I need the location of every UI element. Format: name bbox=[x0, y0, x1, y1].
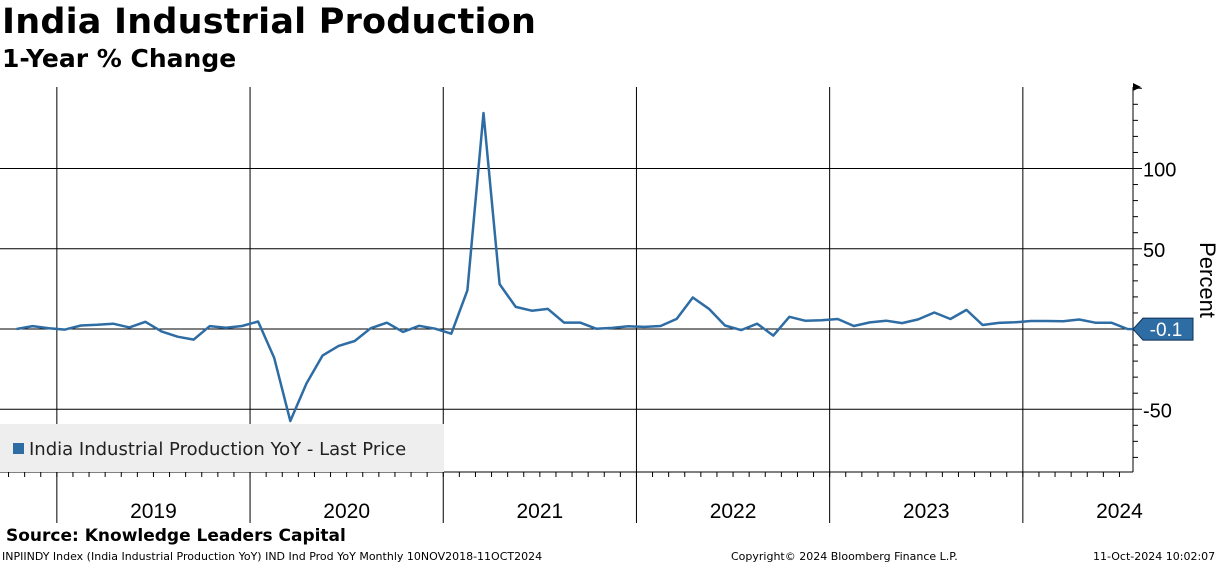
y-axis-label: Percent bbox=[1195, 242, 1220, 318]
series-line bbox=[16, 111, 1144, 423]
y-tick-label: 100 bbox=[1143, 160, 1176, 182]
badge-label: -0.1 bbox=[1150, 320, 1183, 341]
badge-shape bbox=[1132, 317, 1194, 341]
last-value-badge: -0.1 bbox=[1132, 317, 1194, 341]
x-tick-label: 2023 bbox=[903, 500, 950, 523]
x-tick-label: 2021 bbox=[516, 500, 563, 523]
legend-background bbox=[0, 424, 444, 472]
x-tick-label: 2019 bbox=[130, 500, 177, 523]
axis-lines bbox=[0, 83, 1141, 473]
chart-title: India Industrial Production bbox=[2, 2, 537, 42]
x-axis-labels: 2019 2020 2021 2022 2023 2024 bbox=[8, 472, 1143, 523]
ticker-info: INPIINDY Index (India Industrial Product… bbox=[2, 550, 543, 563]
chart-subtitle: 1-Year % Change bbox=[2, 44, 237, 73]
y-tick-label: 50 bbox=[1143, 240, 1165, 262]
legend-label: India Industrial Production YoY - Last P… bbox=[29, 439, 406, 460]
y-axis-arrow bbox=[1133, 83, 1141, 91]
series-points bbox=[16, 112, 1144, 422]
x-tick-label: 2020 bbox=[323, 500, 370, 523]
legend-swatch bbox=[13, 443, 24, 454]
y-axis-ticks: 100 50 -50 bbox=[1133, 87, 1176, 458]
x-tick-label: 2024 bbox=[1096, 500, 1143, 523]
copyright-note: Copyright© 2024 Bloomberg Finance L.P. bbox=[731, 550, 958, 563]
source-note: Source: Knowledge Leaders Capital bbox=[6, 526, 346, 546]
timestamp: 11-Oct-2024 10:02:07 bbox=[1093, 550, 1216, 563]
x-tick-label: 2022 bbox=[710, 500, 757, 523]
legend: India Industrial Production YoY - Last P… bbox=[0, 424, 444, 472]
y-tick-label: -50 bbox=[1143, 400, 1172, 422]
